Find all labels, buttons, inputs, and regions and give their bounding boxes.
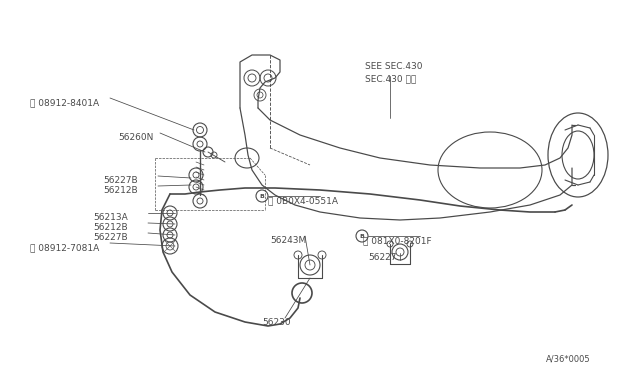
Text: B: B bbox=[360, 234, 364, 238]
Text: 56227B: 56227B bbox=[93, 233, 127, 242]
Text: A/36*0005: A/36*0005 bbox=[546, 354, 591, 363]
Text: 56213A: 56213A bbox=[93, 213, 128, 222]
Text: SEE SEC.430: SEE SEC.430 bbox=[365, 62, 422, 71]
Text: 56243M: 56243M bbox=[270, 236, 307, 245]
Text: Ⓝ 08912-7081A: Ⓝ 08912-7081A bbox=[30, 243, 99, 252]
Text: 56227: 56227 bbox=[368, 253, 397, 262]
Text: 56212B: 56212B bbox=[103, 186, 138, 195]
Text: Ⓑ 081X0-8201F: Ⓑ 081X0-8201F bbox=[363, 236, 431, 245]
Text: 56227B: 56227B bbox=[103, 176, 138, 185]
Text: SEC.430 参照: SEC.430 参照 bbox=[365, 74, 416, 83]
Text: 56260N: 56260N bbox=[118, 133, 154, 142]
Text: 56230: 56230 bbox=[262, 318, 291, 327]
Text: B: B bbox=[260, 193, 264, 199]
Text: Ⓝ 08912-8401A: Ⓝ 08912-8401A bbox=[30, 98, 99, 107]
Text: 56212B: 56212B bbox=[93, 223, 127, 232]
Text: Ⓑ 0B0X4-0551A: Ⓑ 0B0X4-0551A bbox=[268, 196, 338, 205]
